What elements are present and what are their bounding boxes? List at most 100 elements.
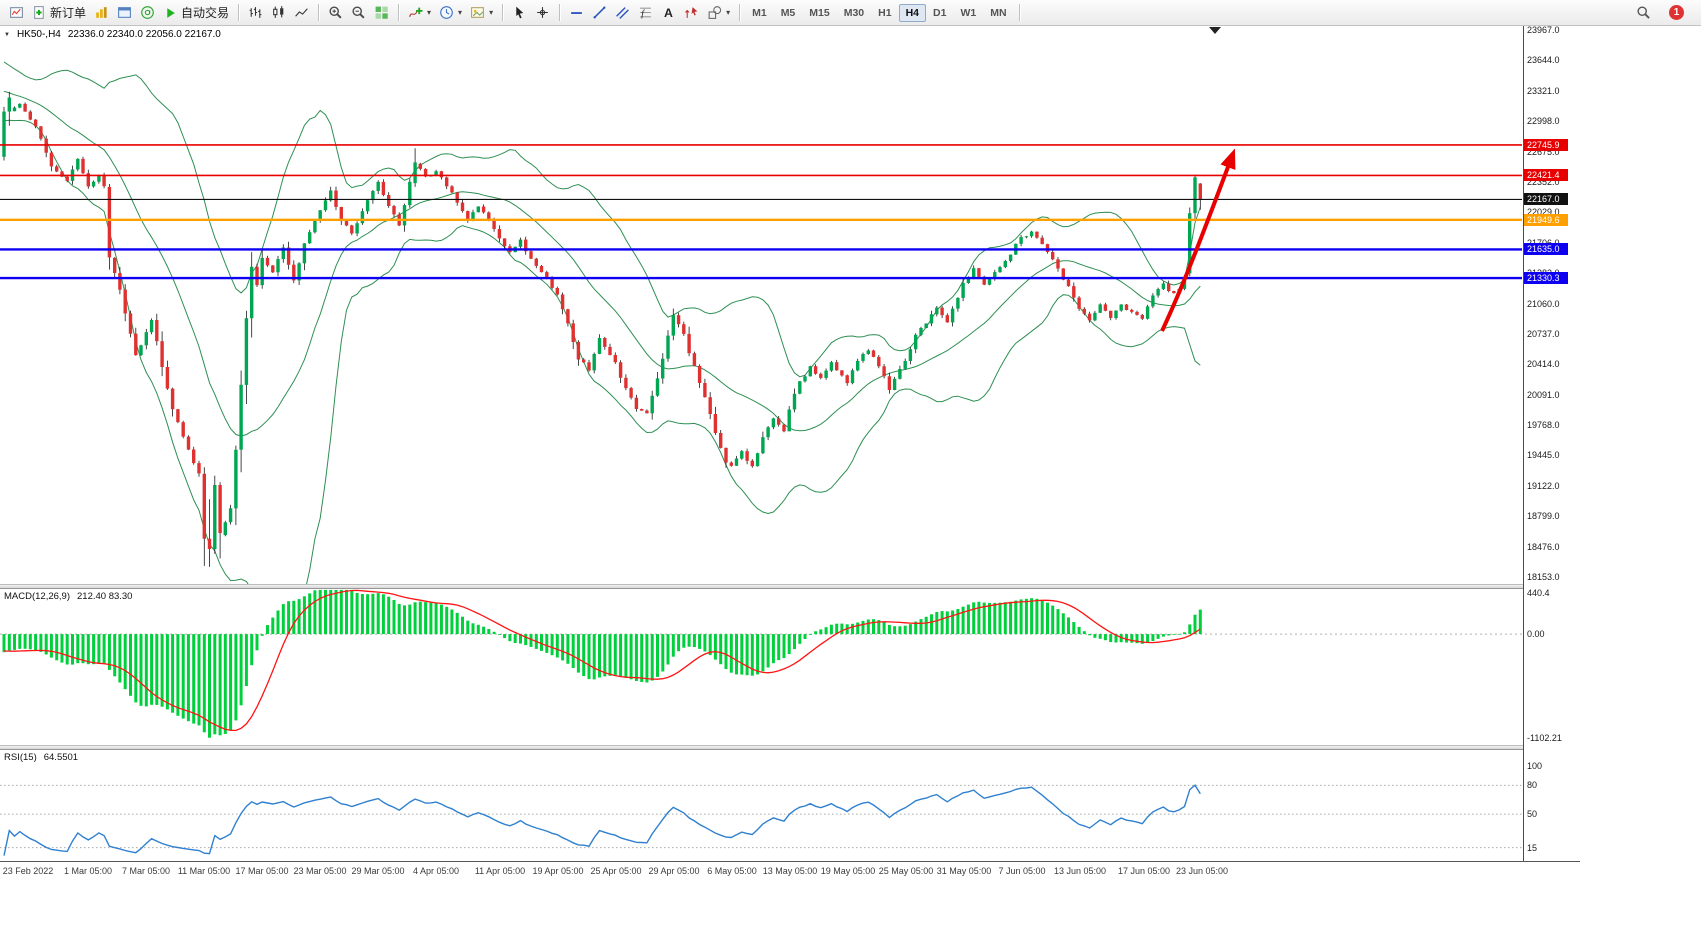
arrows-tool-icon[interactable] (680, 2, 703, 24)
shapes-menu-icon[interactable]: ▾ (703, 2, 734, 24)
chart-shift-marker-icon[interactable] (1209, 27, 1221, 34)
new-order-button[interactable]: 新订单 (28, 2, 90, 24)
time-tick: 4 Apr 05:00 (412, 866, 460, 876)
trendline-tool-icon[interactable] (588, 2, 611, 24)
macd-tick: -1102.21 (1527, 732, 1562, 743)
bull-candles (2, 97, 1197, 549)
price-tick: 21060.0 (1527, 298, 1560, 309)
rsi-tick: 100 (1527, 761, 1543, 772)
time-tick: 1 Mar 05:00 (63, 866, 113, 876)
search-icon[interactable] (1632, 2, 1655, 24)
price-tag-21949.6: 21949.6 (1524, 213, 1568, 226)
macd-label: MACD(12,26,9) 212.40 83.30 (4, 591, 132, 602)
time-tick: 11 Mar 05:00 (177, 866, 231, 876)
time-axis[interactable]: 23 Feb 2022 1 Mar 05:00 7 Mar 05:00 11 Mar … (0, 861, 1580, 880)
main-toolbar: 新订单 自动交易 ▾ ▾ ▾ f A ▾ M1 M5 M15 M30 H1 H4 D1 W1 MN 1 (0, 0, 1701, 26)
macd-panel[interactable]: MACD(12,26,9) 212.40 83.30 (0, 589, 1522, 745)
time-tick: 7 Mar 05:00 (121, 866, 171, 876)
fibonacci-tool-icon[interactable]: f (634, 2, 657, 24)
timeframe-m1[interactable]: M1 (752, 6, 767, 19)
timeframe-m5[interactable]: M5 (780, 6, 796, 19)
horizontal-line-tool-icon[interactable] (565, 2, 588, 24)
indicators-menu-button[interactable]: ▾ (404, 2, 435, 24)
time-tick: 13 May 05:00 (762, 866, 818, 876)
price-tag-22167.0: 22167.0 (1524, 193, 1568, 206)
notifications-badge[interactable]: 1 (1669, 5, 1684, 20)
time-tick: 29 Mar 05:00 (351, 866, 405, 876)
toolbar-separator (502, 4, 504, 21)
price-tick: 23321.0 (1527, 85, 1560, 96)
timeframe-h1[interactable]: H1 (878, 6, 892, 19)
time-tick: 17 Jun 05:00 (1117, 866, 1171, 876)
rsi-splitter[interactable] (0, 745, 1580, 750)
macd-values: 212.40 83.30 (77, 591, 133, 602)
main-chart-canvas[interactable] (0, 26, 1522, 584)
price-tick: 23967.0 (1527, 25, 1560, 35)
rsi-panel[interactable]: RSI(15) 64.5501 (0, 750, 1522, 860)
line-chart-icon[interactable] (290, 2, 313, 24)
chart-symbol-label: HK50-,H4 22336.0 22340.0 22056.0 22167.0 (4, 29, 221, 40)
time-tick: 19 May 05:00 (820, 866, 876, 876)
timeframe-m30[interactable]: M30 (843, 6, 865, 19)
templates-menu-button[interactable]: ▾ (466, 2, 497, 24)
zoom-out-icon[interactable] (347, 2, 370, 24)
toolbar-separator (318, 4, 320, 21)
strategy-tester-icon[interactable] (136, 2, 159, 24)
price-tick: 19445.0 (1527, 450, 1560, 461)
bar-chart-icon[interactable] (244, 2, 267, 24)
crosshair-tool-icon[interactable] (531, 2, 554, 24)
tile-windows-icon[interactable] (370, 2, 393, 24)
timeframe-mn[interactable]: MN (990, 6, 1007, 19)
periods-menu-button[interactable]: ▾ (435, 2, 466, 24)
channel-tool-icon[interactable] (611, 2, 634, 24)
timeframe-m15[interactable]: M15 (809, 6, 830, 19)
toolbar-separator (238, 4, 240, 21)
macd-splitter[interactable] (0, 584, 1580, 589)
macd-tick: 440.4 (1527, 587, 1550, 598)
zoom-in-icon[interactable] (324, 2, 347, 24)
time-tick: 23 Mar 05:00 (293, 866, 347, 876)
timeframe-h4[interactable]: H4 (898, 3, 927, 22)
rsi-tick: 50 (1527, 809, 1538, 820)
time-tick: 11 Apr 05:00 (474, 866, 526, 876)
toolbar-separator (1018, 4, 1020, 21)
chart-expand-icon[interactable] (4, 29, 10, 40)
main-chart-panel[interactable]: HK50-,H4 22336.0 22340.0 22056.0 22167.0 (0, 26, 1522, 584)
time-tick: 31 May 05:00 (936, 866, 992, 876)
price-tick: 18476.0 (1527, 541, 1560, 552)
cursor-tool-icon[interactable] (508, 2, 531, 24)
time-tick: 6 May 05:00 (707, 866, 757, 876)
price-tag-21635.0: 21635.0 (1524, 243, 1568, 256)
macd-canvas[interactable] (0, 589, 1522, 745)
timeframe-d1[interactable]: D1 (933, 6, 947, 19)
time-tick: 25 May 05:00 (878, 866, 934, 876)
time-tick: 23 Jun 05:00 (1175, 866, 1229, 876)
price-tick: 20414.0 (1527, 359, 1560, 370)
time-tick: 23 Feb 2022 (2, 866, 54, 876)
trend-arrow[interactable] (1160, 148, 1236, 332)
time-tick: 7 Jun 05:00 (998, 866, 1046, 876)
candlestick-chart-icon[interactable] (267, 2, 290, 24)
price-tick: 18153.0 (1527, 571, 1560, 582)
time-tick: 17 Mar 05:00 (235, 866, 289, 876)
chart-window-icon[interactable] (5, 2, 28, 24)
timeframe-w1[interactable]: W1 (960, 6, 977, 19)
autotrading-button[interactable]: 自动交易 (159, 2, 233, 24)
price-tick: 22675.0 (1527, 146, 1560, 157)
text-tool-icon[interactable]: A (657, 2, 680, 24)
time-tick: 29 Apr 05:00 (648, 866, 700, 876)
bollinger-lower (3, 119, 1201, 584)
toolbar-right: 1 (1632, 2, 1696, 24)
price-scale[interactable]: 23967.0 23644.0 23321.0 22998.0 22675.0 22352… (1523, 25, 1581, 861)
charts-profile-icon[interactable] (90, 2, 113, 24)
rsi-canvas[interactable] (0, 750, 1522, 860)
rsi-tick: 80 (1527, 780, 1538, 791)
price-tick: 19122.0 (1527, 480, 1560, 491)
data-window-icon[interactable] (113, 2, 136, 24)
rsi-name: RSI(15) (4, 752, 37, 763)
toolbar-separator (398, 4, 400, 21)
rsi-line (3, 784, 1201, 856)
price-tick: 20091.0 (1527, 389, 1560, 400)
bear-candles (23, 103, 1202, 549)
